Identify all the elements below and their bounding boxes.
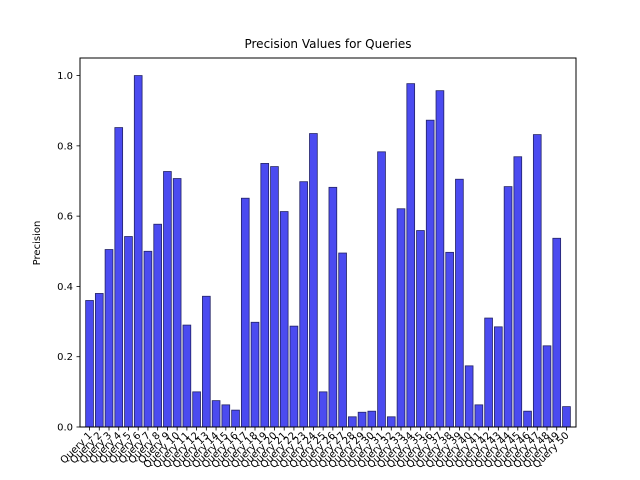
bar-11	[182, 324, 192, 428]
bar-25	[318, 391, 328, 428]
bar-44	[503, 186, 513, 428]
bar-32	[386, 416, 396, 428]
bar-13	[202, 295, 211, 428]
bar-10	[172, 178, 182, 428]
bar-37	[435, 90, 445, 428]
bar-38	[445, 251, 454, 428]
bar-12	[192, 391, 201, 428]
chart-title: Precision Values for Queries	[244, 37, 411, 51]
bar-50	[562, 406, 571, 428]
plot-frame	[79, 57, 577, 428]
bar-2	[94, 293, 104, 428]
y-axis-label: Precision	[32, 221, 43, 266]
y-tick-label: 1.0	[57, 71, 73, 82]
bar-9	[163, 171, 172, 428]
bar-29	[357, 411, 367, 428]
bar-33	[396, 208, 406, 428]
bar-48	[542, 345, 552, 428]
bar-3	[104, 249, 114, 428]
bar-22	[289, 325, 299, 428]
bar-20	[270, 166, 279, 428]
bar-8	[153, 223, 162, 428]
bar-31	[377, 151, 386, 428]
bar-14	[211, 400, 221, 428]
bar-34	[406, 83, 416, 428]
bar-5	[124, 236, 133, 428]
bar-46	[523, 410, 532, 428]
bar-40	[464, 365, 474, 428]
y-tick-label: 0.4	[57, 282, 73, 293]
bar-35	[416, 230, 425, 428]
bar-49	[552, 237, 562, 428]
y-tick-label: 0.0	[57, 423, 73, 434]
bar-18	[250, 321, 260, 428]
bar-21	[279, 211, 289, 428]
bar-42	[484, 317, 493, 428]
bar-17	[240, 197, 250, 428]
bar-15	[221, 404, 231, 428]
bar-7	[143, 250, 153, 428]
bar-16	[231, 409, 240, 428]
bar-41	[474, 404, 484, 428]
bar-23	[299, 181, 308, 428]
bar-30	[367, 410, 377, 428]
bar-43	[494, 326, 503, 428]
bar-28	[348, 416, 357, 428]
bars-group	[85, 75, 571, 428]
y-tick-label: 0.6	[57, 212, 73, 223]
bar-27	[338, 252, 347, 428]
bar-6	[133, 75, 143, 428]
bar-24	[309, 133, 318, 428]
bar-19	[260, 163, 270, 428]
bar-26	[328, 186, 338, 428]
y-tick-label: 0.2	[57, 352, 73, 363]
bar-45	[513, 156, 523, 428]
bar-36	[425, 119, 435, 428]
bar-4	[114, 127, 124, 428]
y-axis: 0.0 0.2 0.4 0.6 0.8 1.0	[57, 71, 80, 434]
bar-47	[532, 134, 542, 428]
bar-39	[455, 178, 464, 428]
y-tick-label: 0.8	[57, 141, 73, 152]
bar-1	[85, 300, 94, 428]
